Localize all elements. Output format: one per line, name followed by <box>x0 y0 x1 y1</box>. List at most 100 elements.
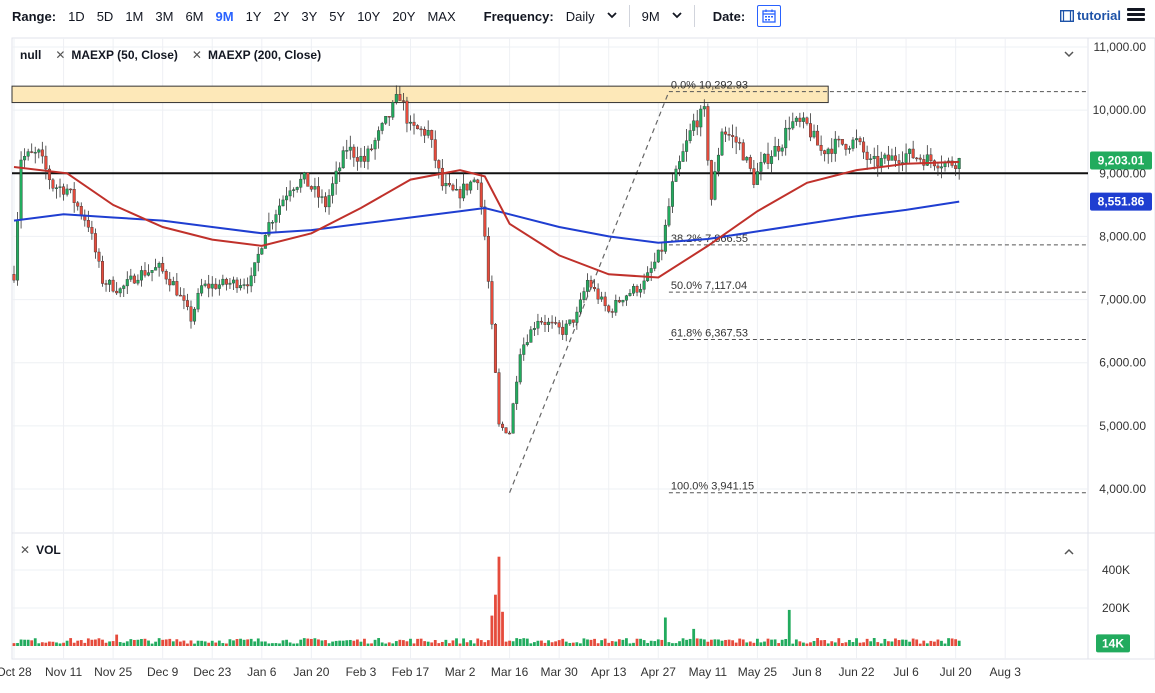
volume-bar <box>802 642 805 646</box>
volume-bar <box>890 641 894 646</box>
candle-down <box>561 326 565 335</box>
candle-up <box>320 196 324 198</box>
volume-bar <box>214 642 218 646</box>
x-tick-label: Feb 3 <box>346 665 377 679</box>
candle-up <box>762 153 766 163</box>
candle-down <box>603 296 607 307</box>
collapse-volume-pane-icon[interactable] <box>1064 546 1074 558</box>
candle-up <box>582 291 586 300</box>
hamburger-menu-icon[interactable] <box>1127 6 1145 24</box>
candle-up <box>469 181 473 191</box>
range-button-max[interactable]: MAX <box>427 8 456 24</box>
range-button-1m[interactable]: 1M <box>125 8 144 24</box>
volume-bar <box>338 640 342 646</box>
volume-bar <box>278 643 281 646</box>
volume-bar <box>692 628 696 646</box>
candle-up <box>139 270 143 281</box>
candle-down <box>316 186 320 198</box>
range-button-1y[interactable]: 1Y <box>245 8 262 24</box>
candle-up <box>394 94 398 103</box>
candle-down <box>897 160 901 164</box>
range-button-3m[interactable]: 3M <box>155 8 174 24</box>
chevron-down-icon <box>606 10 617 22</box>
volume-bar <box>440 641 444 646</box>
candle-up <box>118 288 122 294</box>
range-button-2y[interactable]: 2Y <box>273 8 290 24</box>
volume-bar <box>370 643 373 646</box>
volume-bar <box>341 640 345 646</box>
range-button-1d[interactable]: 1D <box>68 8 85 24</box>
volume-bar <box>19 639 23 646</box>
volume-bar <box>171 641 175 646</box>
candle-down <box>886 154 890 161</box>
candle-up <box>150 270 154 273</box>
calendar-button[interactable] <box>757 5 782 27</box>
volume-bar <box>416 638 419 646</box>
candle-down <box>593 287 597 290</box>
volume-bar <box>352 640 356 646</box>
candle-up <box>203 283 207 286</box>
candle-down <box>589 279 593 288</box>
candle-down <box>724 131 728 135</box>
candle-up <box>231 279 235 284</box>
candle-up <box>408 121 412 124</box>
volume-bar <box>858 642 862 646</box>
range-button-10y[interactable]: 10Y <box>357 8 381 24</box>
candle-up <box>600 296 604 300</box>
volume-bar <box>950 638 954 646</box>
volume-bar <box>83 642 87 646</box>
volume-bar <box>855 638 858 646</box>
fib-trend-line <box>509 91 670 493</box>
volume-bar <box>136 639 140 646</box>
range-button-9m[interactable]: 9M <box>215 8 234 24</box>
candle-down <box>479 182 483 208</box>
candle-down <box>876 155 880 167</box>
candle-up <box>377 130 381 141</box>
volume-bar <box>462 638 465 646</box>
tutorial-link[interactable]: tutorial <box>1059 8 1121 23</box>
candle-up <box>384 116 388 124</box>
candle-down <box>104 283 108 285</box>
range-button-20y[interactable]: 20Y <box>392 8 416 24</box>
candle-down <box>660 249 664 252</box>
price-chart[interactable]: Oct 28 Nov 11 Nov 25 Dec 9 Dec 23 Jan 6 Jan 20… <box>0 32 1155 693</box>
volume-bar <box>865 638 869 646</box>
candle-down <box>738 142 742 144</box>
x-tick-label: Jun 8 <box>792 665 822 679</box>
volume-bar <box>281 640 285 646</box>
volume-bar <box>48 641 51 646</box>
volume-bar <box>207 642 211 646</box>
volume-bar <box>313 638 317 646</box>
candle-up <box>242 284 246 286</box>
range-button-6m[interactable]: 6M <box>185 8 204 24</box>
candle-up <box>348 146 352 151</box>
volume-bar <box>217 640 221 646</box>
remove-ma50-icon[interactable]: ✕ <box>55 48 66 62</box>
candle-up <box>890 155 894 161</box>
volume-bar <box>656 639 660 646</box>
volume-bar <box>62 642 65 646</box>
candle-down <box>741 142 745 161</box>
period-dropdown[interactable]: 9M <box>636 9 688 24</box>
frequency-dropdown[interactable]: Daily <box>560 9 623 24</box>
candle-up <box>939 166 943 169</box>
candle-up <box>157 263 161 268</box>
remove-ma200-icon[interactable]: ✕ <box>191 48 202 62</box>
candle-up <box>784 127 788 149</box>
volume-bar <box>671 643 674 646</box>
range-button-3y[interactable]: 3Y <box>301 8 318 24</box>
candle-down <box>447 183 451 186</box>
remove-volume-icon[interactable]: ✕ <box>20 543 31 557</box>
candle-up <box>759 162 763 172</box>
collapse-price-pane-icon[interactable] <box>1064 49 1074 61</box>
candle-down <box>486 236 490 282</box>
range-button-5d[interactable]: 5D <box>96 8 114 24</box>
fib-level-label: 100.0% 3,941.15 <box>671 481 754 493</box>
volume-bar <box>76 640 80 646</box>
range-button-5y[interactable]: 5Y <box>329 8 346 24</box>
fib-level-label: 50.0% 7,117.04 <box>671 280 747 292</box>
volume-bar <box>476 638 480 646</box>
candle-up <box>373 140 377 150</box>
volume-bar <box>161 639 165 646</box>
volume-bar <box>497 556 501 646</box>
